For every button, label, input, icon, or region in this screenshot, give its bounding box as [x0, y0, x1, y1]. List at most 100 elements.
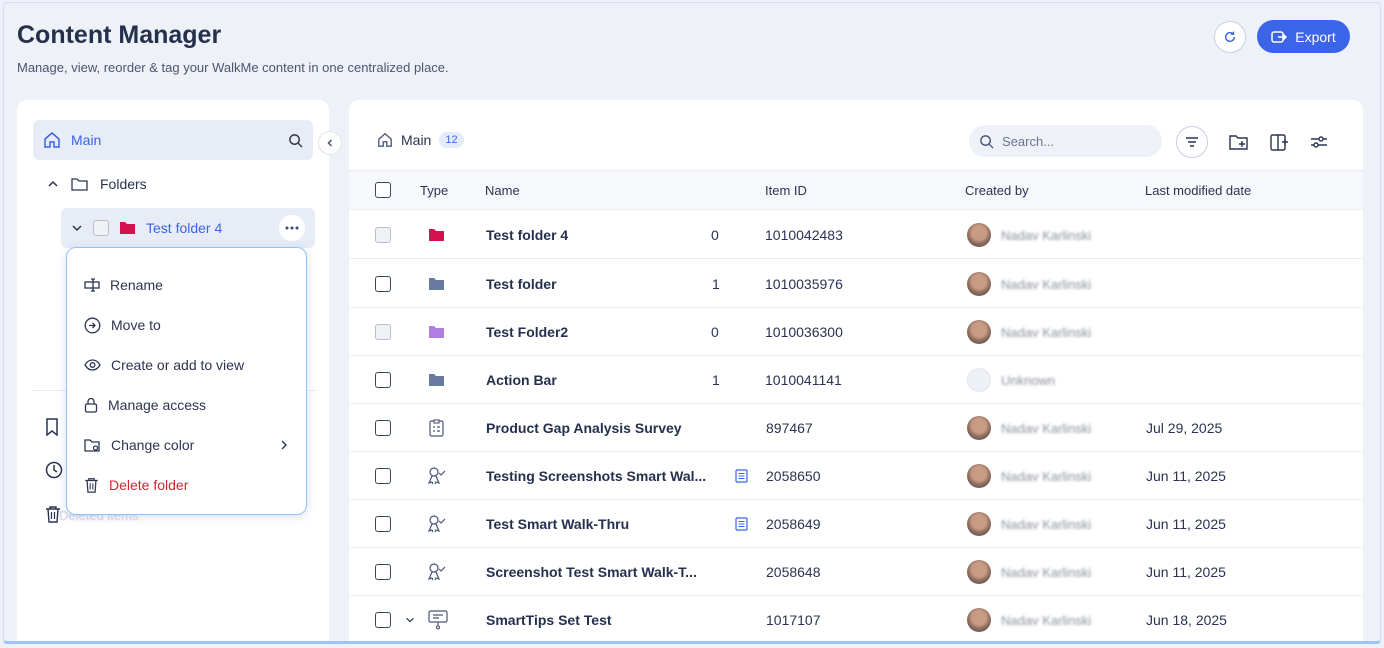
- search-input[interactable]: [1002, 133, 1142, 149]
- breadcrumb-label[interactable]: Main: [401, 132, 432, 148]
- settings-sliders-button[interactable]: [1303, 126, 1335, 158]
- page-subtitle: Manage, view, reorder & tag your WalkMe …: [17, 60, 449, 75]
- row-item-id: 2058649: [766, 516, 821, 532]
- folder-icon: [429, 278, 444, 290]
- chevron-down-icon[interactable]: [405, 615, 415, 625]
- sidebar-item-main[interactable]: Main: [33, 120, 313, 160]
- move-icon: [84, 317, 101, 333]
- table-row[interactable]: Test Folder2 0 1010036300 Nadav Karlinsk…: [349, 308, 1363, 356]
- menu-label-manage-access: Manage access: [108, 397, 207, 413]
- column-item-id[interactable]: Item ID: [765, 183, 807, 198]
- folder-icon: [429, 229, 444, 241]
- menu-item-manage-access[interactable]: Manage access: [67, 385, 306, 425]
- row-creator: Unknown: [1001, 372, 1056, 388]
- row-creator: Nadav Karlinski: [1001, 276, 1092, 292]
- column-last-modified[interactable]: Last modified date: [1145, 183, 1252, 198]
- menu-item-create-view[interactable]: Create or add to view: [67, 345, 306, 385]
- breadcrumb: Main 12: [377, 132, 464, 148]
- add-folder-icon: [1229, 134, 1248, 150]
- row-item-id: 2058648: [766, 564, 821, 580]
- row-item-count: 0: [711, 227, 719, 243]
- sidebar-item-test-folder-4[interactable]: Test folder 4: [61, 208, 315, 248]
- row-creator: Nadav Karlinski: [1001, 468, 1092, 484]
- chevron-down-icon[interactable]: [71, 222, 83, 234]
- home-icon: [378, 132, 392, 147]
- avatar: [967, 320, 991, 344]
- row-name[interactable]: SmartTips Set Test: [486, 612, 612, 628]
- row-name[interactable]: Test Folder2: [486, 324, 569, 340]
- row-modified-date: Jul 29, 2025: [1146, 420, 1223, 436]
- row-checkbox[interactable]: [375, 516, 391, 532]
- row-name[interactable]: Screenshot Test Smart Walk-T...: [486, 564, 697, 580]
- folder-context-menu: Rename Move to Create or add to view Man…: [66, 247, 307, 515]
- row-name[interactable]: Test Smart Walk-Thru: [486, 516, 630, 532]
- folders-label: Folders: [100, 176, 147, 192]
- column-name[interactable]: Name: [485, 183, 520, 198]
- table-row[interactable]: Test Smart Walk-Thru 2058649 Nadav Karli…: [349, 500, 1363, 548]
- avatar: [967, 272, 991, 296]
- menu-item-delete-folder[interactable]: Delete folder: [67, 465, 306, 505]
- menu-item-rename[interactable]: Rename: [67, 265, 306, 305]
- column-type[interactable]: Type: [420, 183, 449, 198]
- collapse-sidebar-button[interactable]: [318, 131, 342, 155]
- search-icon[interactable]: [288, 133, 303, 148]
- table-row[interactable]: SmartTips Set Test 1017107 Nadav Karlins…: [349, 596, 1363, 641]
- table-row[interactable]: Test folder 4 0 1010042483 Nadav Karlins…: [349, 211, 1363, 259]
- row-checkbox[interactable]: [375, 372, 391, 388]
- refresh-button[interactable]: [1214, 21, 1246, 53]
- row-item-id: 1010035976: [765, 276, 843, 292]
- column-created-by[interactable]: Created by: [965, 183, 1029, 198]
- export-button[interactable]: Export: [1257, 20, 1350, 53]
- table-row[interactable]: Test folder 1 1010035976 Nadav Karlinski: [349, 260, 1363, 308]
- row-name[interactable]: Testing Screenshots Smart Wal...: [486, 468, 707, 484]
- row-item-id: 1010041141: [765, 372, 842, 388]
- export-label: Export: [1295, 28, 1336, 45]
- row-checkbox[interactable]: [375, 420, 391, 436]
- table-row[interactable]: Product Gap Analysis Survey 897467 Nadav…: [349, 404, 1363, 452]
- home-icon: [44, 132, 60, 148]
- bookmark-icon[interactable]: [45, 418, 59, 436]
- menu-item-change-color[interactable]: Change color: [67, 425, 306, 465]
- folders-section[interactable]: Folders: [47, 176, 147, 192]
- document-icon: [735, 517, 748, 531]
- walkthru-icon: [427, 467, 446, 485]
- lock-icon: [84, 397, 98, 413]
- table-row[interactable]: Action Bar 1 1010041141 Unknown: [349, 356, 1363, 404]
- menu-label-move-to: Move to: [111, 317, 161, 333]
- search-box[interactable]: [969, 125, 1162, 157]
- chevron-right-icon: [281, 440, 287, 450]
- row-name[interactable]: Test folder: [486, 276, 557, 292]
- add-folder-button[interactable]: [1223, 126, 1255, 158]
- export-icon: [1271, 30, 1288, 43]
- table-row[interactable]: Screenshot Test Smart Walk-T... 2058648 …: [349, 548, 1363, 596]
- more-options-button[interactable]: [279, 215, 305, 241]
- smarttips-icon: [428, 610, 448, 630]
- row-name[interactable]: Product Gap Analysis Survey: [486, 420, 682, 436]
- row-checkbox[interactable]: [375, 468, 391, 484]
- menu-item-move-to[interactable]: Move to: [67, 305, 306, 345]
- content-panel: Main 12 Type Name Item ID Created by Las…: [349, 100, 1363, 641]
- row-creator: Nadav Karlinski: [1001, 564, 1092, 580]
- row-checkbox[interactable]: [375, 324, 391, 340]
- row-checkbox[interactable]: [375, 276, 391, 292]
- row-checkbox[interactable]: [375, 564, 391, 580]
- row-item-count: 1: [712, 276, 720, 292]
- row-checkbox[interactable]: [375, 612, 391, 628]
- clock-icon[interactable]: [45, 461, 63, 479]
- menu-label-change-color: Change color: [111, 437, 195, 453]
- select-all-checkbox[interactable]: [375, 182, 391, 198]
- app-frame: Content Manager Manage, view, reorder & …: [3, 2, 1381, 644]
- add-content-button[interactable]: [1263, 126, 1295, 158]
- chevron-left-icon: [327, 139, 333, 147]
- table-row[interactable]: Testing Screenshots Smart Wal... 2058650…: [349, 452, 1363, 500]
- filter-button[interactable]: [1176, 126, 1208, 158]
- trash-icon[interactable]: [45, 505, 61, 523]
- row-item-id: 1017107: [766, 612, 821, 628]
- row-name[interactable]: Test folder 4: [486, 227, 569, 243]
- row-checkbox[interactable]: [375, 227, 391, 243]
- folder-name: Test folder 4: [146, 220, 223, 236]
- row-name[interactable]: Action Bar: [486, 372, 557, 388]
- sliders-icon: [1311, 136, 1327, 148]
- folder-checkbox[interactable]: [93, 220, 109, 236]
- avatar: [967, 512, 991, 536]
